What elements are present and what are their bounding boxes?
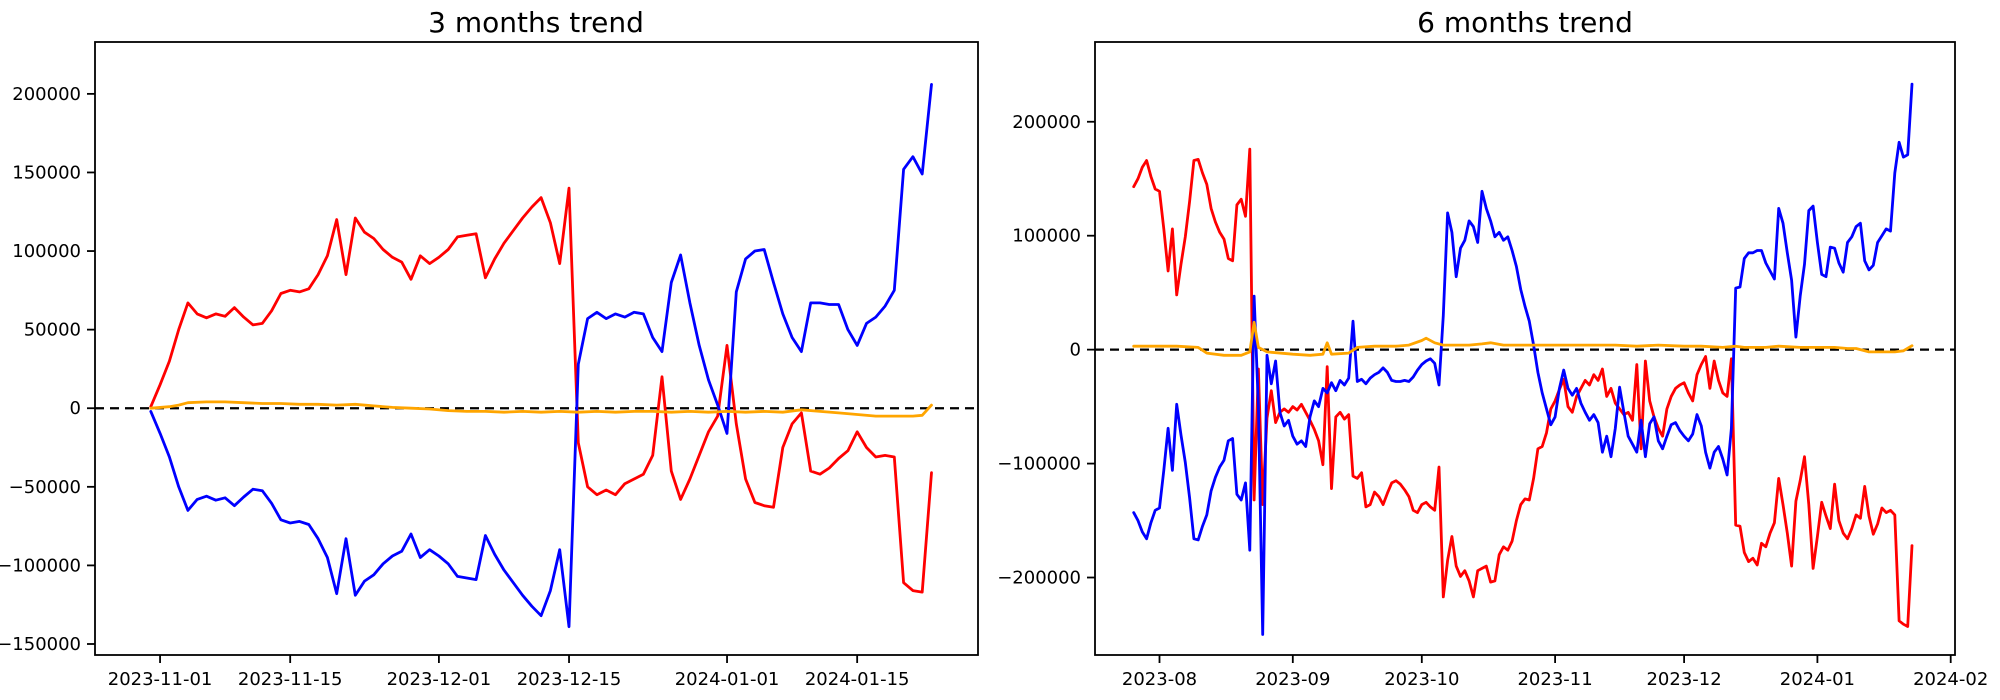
x-tick-label: 2023-12-01	[387, 669, 492, 690]
y-tick-label: 0	[70, 398, 81, 419]
chart-title-3-months: 3 months trend	[428, 6, 644, 39]
y-tick-label: −150000	[0, 634, 81, 655]
y-tick-label: 100000	[1012, 226, 1081, 247]
x-tick-label: 2023-10	[1384, 669, 1459, 690]
orange-line	[149, 400, 933, 418]
red-line	[149, 186, 933, 594]
x-tick-label: 2024-01	[1780, 669, 1855, 690]
x-tick-label: 2023-11	[1517, 669, 1592, 690]
x-tick-label: 2024-01-01	[675, 669, 780, 690]
y-tick-label: −200000	[997, 568, 1081, 589]
y-tick-label: 200000	[12, 84, 81, 105]
y-tick-label: −50000	[9, 477, 81, 498]
x-tick-label: 2023-11-01	[108, 669, 213, 690]
y-tick-label: 100000	[12, 241, 81, 262]
x-tick-label: 2023-09	[1255, 669, 1330, 690]
x-tick-label: 2023-12	[1646, 669, 1721, 690]
axes-spines	[1094, 41, 1956, 656]
chart-title-6-months: 6 months trend	[1417, 6, 1633, 39]
x-tick-label: 2023-11-15	[238, 669, 343, 690]
y-tick-label: 200000	[1012, 112, 1081, 133]
x-tick-label: 2024-02	[1913, 669, 1988, 690]
y-tick-label: 0	[1070, 340, 1081, 361]
y-tick-label: −100000	[0, 555, 81, 576]
orange-line	[1132, 320, 1914, 357]
y-tick-label: −100000	[997, 454, 1081, 475]
red-line	[1132, 147, 1914, 628]
blue-line	[1132, 82, 1914, 636]
blue-line	[149, 83, 933, 629]
x-tick-label: 2023-08	[1122, 669, 1197, 690]
x-tick-label: 2024-01-15	[805, 669, 910, 690]
y-tick-label: 150000	[12, 162, 81, 183]
x-tick-label: 2023-12-15	[517, 669, 622, 690]
axes-spines	[94, 41, 979, 656]
y-tick-label: 50000	[24, 320, 81, 341]
